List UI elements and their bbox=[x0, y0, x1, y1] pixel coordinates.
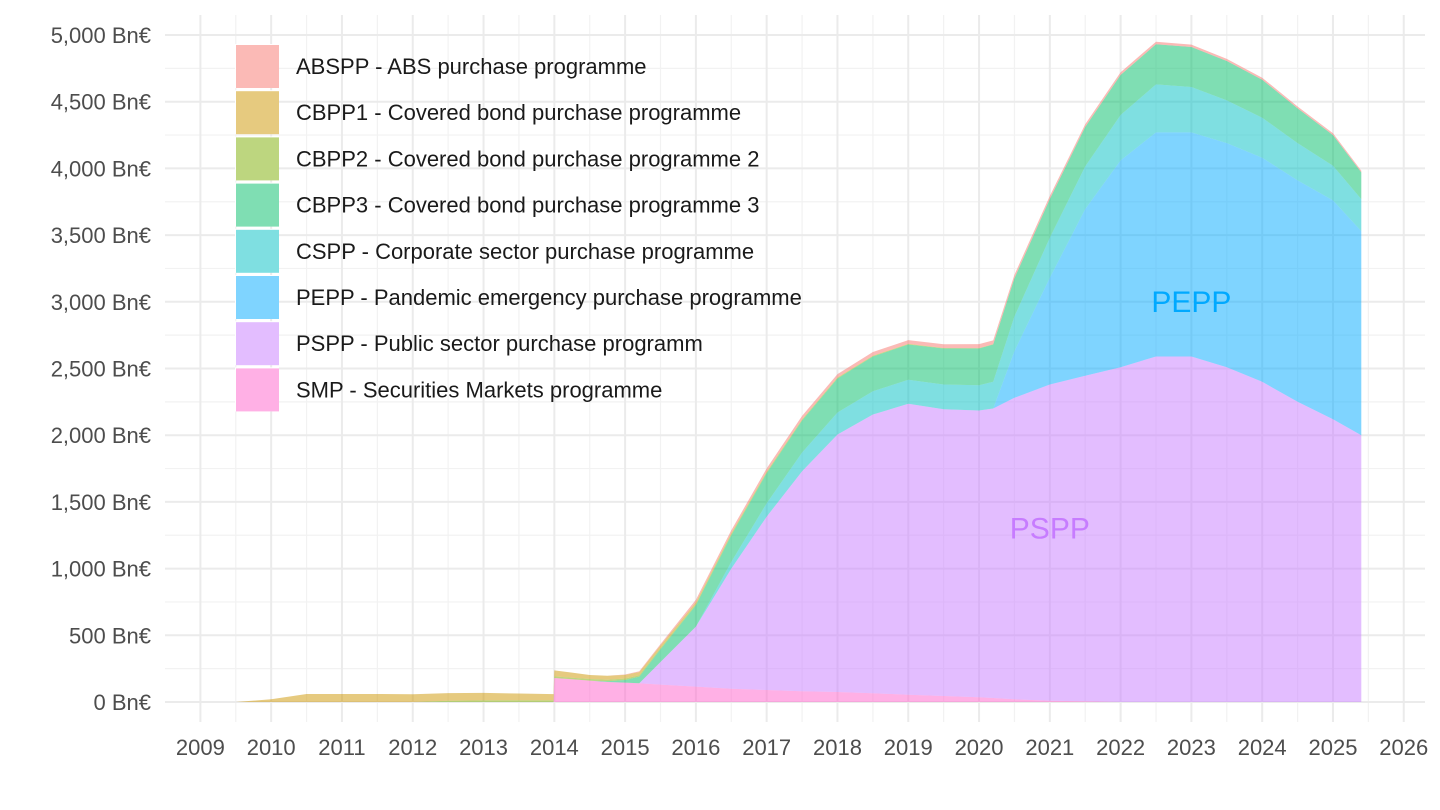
legend-swatch bbox=[236, 276, 279, 319]
x-tick-label: 2009 bbox=[176, 735, 225, 760]
x-tick-label: 2023 bbox=[1167, 735, 1216, 760]
legend-label: CBPP1 - Covered bond purchase programme bbox=[296, 100, 741, 125]
legend-swatch bbox=[236, 322, 279, 366]
y-tick-label: 3,000 Bn€ bbox=[51, 290, 151, 315]
x-tick-label: 2012 bbox=[388, 735, 437, 760]
legend-swatch bbox=[236, 45, 279, 88]
x-tick-label: 2021 bbox=[1025, 735, 1074, 760]
legend-item-abspp: ABSPP - ABS purchase programme bbox=[235, 44, 647, 88]
y-tick-label: 4,000 Bn€ bbox=[51, 156, 151, 181]
axes: 0 Bn€ 500 Bn€ 1,000 Bn€ 1,500 Bn€ 2,000 Bn€ 2… bbox=[51, 23, 1429, 760]
legend-swatch bbox=[236, 229, 279, 273]
legend-swatch bbox=[236, 368, 279, 412]
y-tick-label: 0 Bn€ bbox=[94, 690, 152, 715]
areas bbox=[235, 41, 1362, 703]
legend-swatch bbox=[236, 137, 279, 181]
x-tick-label: 2024 bbox=[1238, 735, 1287, 760]
x-tick-label: 2016 bbox=[671, 735, 720, 760]
legend-label: CBPP2 - Covered bond purchase programme … bbox=[296, 146, 759, 171]
area-cspp bbox=[235, 84, 1362, 702]
x-tick-label: 2010 bbox=[247, 735, 296, 760]
area-cbpp3 bbox=[235, 44, 1362, 703]
annotations: PEPP PSPP bbox=[1010, 286, 1232, 546]
legend-item-cbpp2: CBPP2 - Covered bond purchase programme … bbox=[235, 136, 759, 181]
x-tick-label: 2017 bbox=[742, 735, 791, 760]
x-tick-label: 2018 bbox=[813, 735, 862, 760]
x-tick-label: 2013 bbox=[459, 735, 508, 760]
legend-label: PSPP - Public sector purchase programm bbox=[296, 331, 703, 356]
y-tick-label: 500 Bn€ bbox=[69, 623, 151, 648]
legend-item-pspp: PSPP - Public sector purchase programm bbox=[235, 321, 703, 366]
x-tick-label: 2014 bbox=[530, 735, 579, 760]
legend-item-cspp: CSPP - Corporate sector purchase program… bbox=[235, 228, 754, 273]
annotation-pepp: PEPP bbox=[1151, 286, 1231, 319]
y-tick-label: 1,500 Bn€ bbox=[51, 490, 151, 515]
area-smp bbox=[235, 678, 1362, 702]
legend-item-smp: SMP - Securities Markets programme bbox=[235, 367, 662, 412]
x-tick-label: 2025 bbox=[1309, 735, 1358, 760]
area-pspp bbox=[235, 356, 1362, 702]
legend-label: ABSPP - ABS purchase programme bbox=[296, 54, 647, 79]
y-tick-label: 2,500 Bn€ bbox=[51, 357, 151, 382]
legend-swatch bbox=[236, 183, 279, 227]
y-tick-label: 1,000 Bn€ bbox=[51, 557, 151, 582]
legend-label: SMP - Securities Markets programme bbox=[296, 377, 662, 402]
x-tick-label: 2026 bbox=[1379, 735, 1428, 760]
legend-label: CBPP3 - Covered bond purchase programme … bbox=[296, 193, 759, 218]
area-pepp bbox=[235, 132, 1362, 702]
legend: ABSPP - ABS purchase programme CBPP1 - Co… bbox=[235, 44, 802, 412]
legend-item-cbpp3: CBPP3 - Covered bond purchase programme … bbox=[235, 182, 759, 227]
y-tick-label: 5,000 Bn€ bbox=[51, 23, 151, 48]
y-tick-label: 2,000 Bn€ bbox=[51, 423, 151, 448]
y-tick-label: 4,500 Bn€ bbox=[51, 90, 151, 115]
x-tick-label: 2019 bbox=[884, 735, 933, 760]
legend-item-pepp: PEPP - Pandemic emergency purchase progr… bbox=[235, 275, 802, 319]
x-tick-label: 2022 bbox=[1096, 735, 1145, 760]
annotation-pspp: PSPP bbox=[1010, 513, 1090, 546]
legend-item-cbpp1: CBPP1 - Covered bond purchase programme bbox=[235, 90, 741, 135]
x-tick-label: 2020 bbox=[955, 735, 1004, 760]
x-tick-label: 2011 bbox=[318, 735, 365, 760]
legend-swatch bbox=[236, 91, 279, 135]
legend-label: PEPP - Pandemic emergency purchase progr… bbox=[296, 285, 802, 310]
legend-label: CSPP - Corporate sector purchase program… bbox=[296, 239, 754, 264]
y-tick-label: 3,500 Bn€ bbox=[51, 223, 151, 248]
x-tick-label: 2015 bbox=[601, 735, 650, 760]
